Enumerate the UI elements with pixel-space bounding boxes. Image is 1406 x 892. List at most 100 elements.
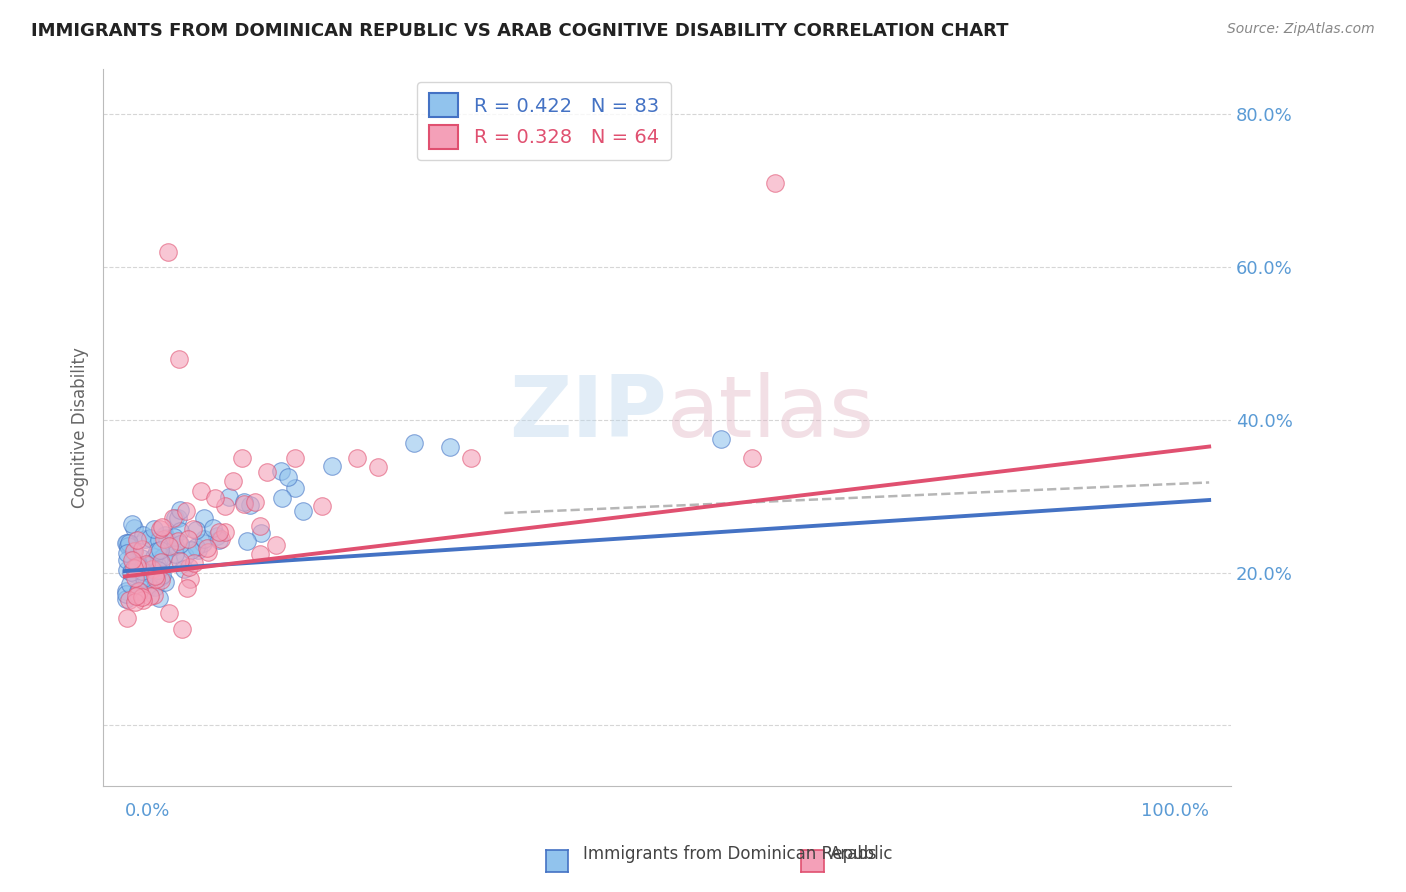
Point: [207, 525, 229, 540]
Point: [176, 581, 198, 595]
Point: [321, 459, 343, 474]
Point: [236, 534, 259, 549]
Point: [243, 495, 266, 509]
Point: [439, 440, 461, 454]
Point: [134, 571, 156, 585]
Point: [232, 495, 254, 509]
Point: [115, 592, 138, 607]
Point: [157, 553, 180, 567]
Point: [115, 536, 138, 550]
Point: [169, 537, 191, 551]
Point: [173, 562, 195, 576]
Point: [311, 499, 333, 513]
Point: [710, 432, 733, 446]
Point: [131, 592, 153, 607]
Point: [121, 555, 143, 569]
Point: [204, 491, 226, 505]
Point: [148, 563, 170, 577]
Text: Source: ZipAtlas.com: Source: ZipAtlas.com: [1227, 22, 1375, 37]
Point: [153, 528, 176, 542]
Point: [157, 539, 180, 553]
Point: [118, 535, 141, 549]
Point: [135, 582, 157, 596]
Point: [284, 450, 307, 465]
Point: [124, 567, 146, 582]
Point: [155, 531, 177, 545]
Point: [741, 450, 763, 465]
Point: [174, 549, 197, 563]
Point: [179, 572, 201, 586]
Point: [232, 497, 254, 511]
Point: [249, 519, 271, 533]
Point: [249, 547, 271, 561]
Point: [117, 553, 139, 567]
Point: [135, 557, 157, 571]
Point: [121, 553, 143, 567]
Point: [195, 541, 218, 556]
Point: [142, 565, 165, 579]
Point: [209, 533, 232, 547]
Text: atlas: atlas: [666, 372, 875, 455]
Point: [266, 538, 288, 552]
Point: [150, 567, 173, 582]
Point: [125, 590, 148, 604]
Point: [127, 589, 149, 603]
Point: [186, 540, 208, 554]
Point: [172, 622, 194, 636]
Point: [125, 559, 148, 574]
Point: [186, 524, 208, 538]
Point: [127, 557, 149, 571]
Point: [115, 587, 138, 601]
Point: [149, 543, 172, 558]
Point: [115, 563, 138, 577]
Point: [460, 450, 482, 465]
Point: [153, 574, 176, 589]
Text: IMMIGRANTS FROM DOMINICAN REPUBLIC VS ARAB COGNITIVE DISABILITY CORRELATION CHAR: IMMIGRANTS FROM DOMINICAN REPUBLIC VS AR…: [31, 22, 1008, 40]
Point: [117, 539, 139, 553]
Point: [141, 562, 163, 576]
Point: [150, 520, 173, 534]
Point: [222, 474, 245, 488]
Point: [124, 595, 146, 609]
Point: [117, 593, 139, 607]
Point: [115, 611, 138, 625]
Point: [134, 532, 156, 546]
Point: [131, 564, 153, 578]
Point: [118, 577, 141, 591]
Point: [143, 588, 166, 602]
Point: [214, 499, 236, 513]
Text: 0.0%: 0.0%: [125, 802, 170, 820]
Point: [193, 535, 215, 549]
Text: Arabs: Arabs: [830, 846, 877, 863]
Point: [180, 543, 202, 558]
Point: [152, 549, 174, 564]
Point: [270, 464, 292, 478]
Text: 100.0%: 100.0%: [1142, 802, 1209, 820]
Point: [284, 482, 307, 496]
Point: [169, 503, 191, 517]
Point: [160, 541, 183, 555]
Point: [143, 569, 166, 583]
Point: [148, 533, 170, 547]
Point: [145, 572, 167, 586]
Point: [149, 522, 172, 536]
Point: [122, 543, 145, 558]
Point: [121, 516, 143, 531]
Point: [143, 550, 166, 565]
Point: [167, 351, 190, 366]
Y-axis label: Cognitive Disability: Cognitive Disability: [72, 347, 89, 508]
Text: ZIP: ZIP: [509, 372, 666, 455]
Point: [367, 459, 389, 474]
Point: [145, 544, 167, 558]
Point: [177, 560, 200, 574]
Point: [148, 552, 170, 566]
Point: [121, 542, 143, 557]
Point: [291, 504, 314, 518]
Point: [157, 244, 180, 259]
Point: [162, 511, 184, 525]
Point: [231, 450, 253, 465]
Point: [250, 526, 273, 541]
Point: [167, 534, 190, 549]
Point: [174, 504, 197, 518]
Point: [218, 490, 240, 504]
